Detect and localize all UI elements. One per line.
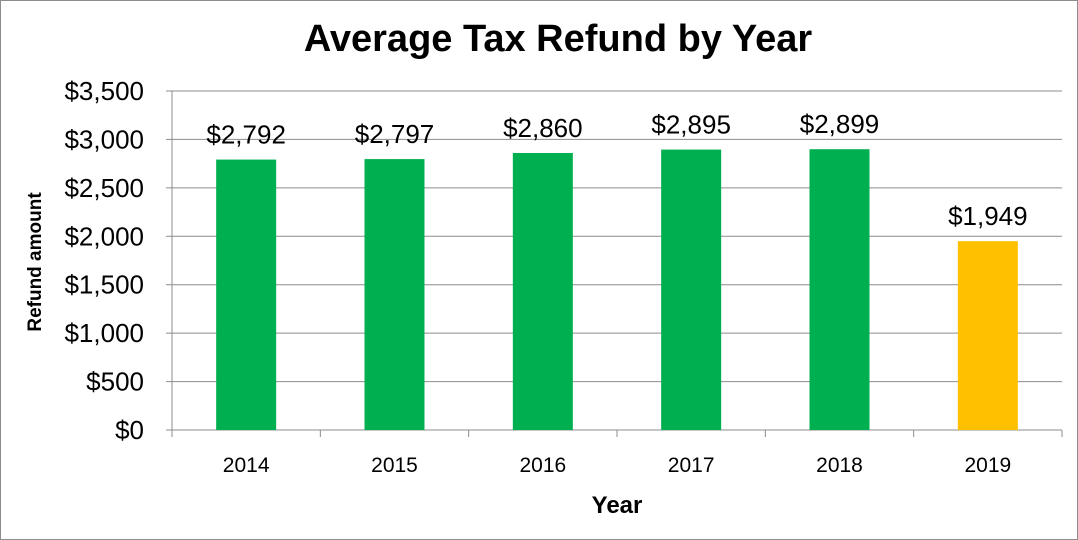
data-label: $2,899 (800, 109, 880, 139)
bars (216, 149, 1018, 431)
x-tick-label: 2017 (668, 454, 715, 477)
data-label: $2,792 (206, 120, 286, 150)
x-axis-title: Year (592, 492, 643, 519)
data-label: $2,895 (651, 110, 731, 140)
x-tick-label: 2018 (816, 454, 863, 477)
data-label: $2,797 (355, 119, 435, 149)
y-axis-title: Refund amount (25, 192, 46, 332)
axes (166, 90, 1063, 437)
y-tick-label: $2,500 (64, 173, 144, 203)
bar-2014 (216, 159, 277, 430)
x-tick-label: 2019 (964, 454, 1011, 477)
bar-2016 (512, 152, 573, 430)
x-tick-label: 2015 (371, 454, 418, 477)
y-axis-ticks: $0 $500 $1,000 $1,500 $2,000 $2,500 $3,000 $3,5… (64, 76, 144, 445)
y-tick-label: $2,000 (64, 221, 144, 251)
data-labels: $2,792 $2,797 $2,860 $2,895 $2,899 $1,949 (206, 109, 1027, 231)
data-label: $1,949 (948, 201, 1028, 231)
y-tick-label: $0 (115, 415, 144, 445)
x-tick-label: 2016 (519, 454, 566, 477)
y-tick-label: $1,000 (64, 318, 144, 348)
gridlines (172, 90, 1062, 383)
bar-2017 (661, 149, 722, 430)
y-tick-label: $3,000 (64, 124, 144, 154)
chart-title: Average Tax Refund by Year (304, 18, 812, 60)
x-tick-label: 2014 (223, 454, 270, 477)
y-tick-label: $1,500 (64, 270, 144, 300)
bar-2018 (809, 149, 870, 431)
y-tick-label: $500 (86, 367, 144, 397)
x-axis-ticks: 2014 2015 2016 2017 2018 2019 (223, 454, 1011, 477)
bar-2015 (364, 159, 425, 430)
data-label: $2,860 (503, 113, 583, 143)
bar-2019 (957, 241, 1018, 430)
y-tick-label: $3,500 (64, 76, 144, 106)
